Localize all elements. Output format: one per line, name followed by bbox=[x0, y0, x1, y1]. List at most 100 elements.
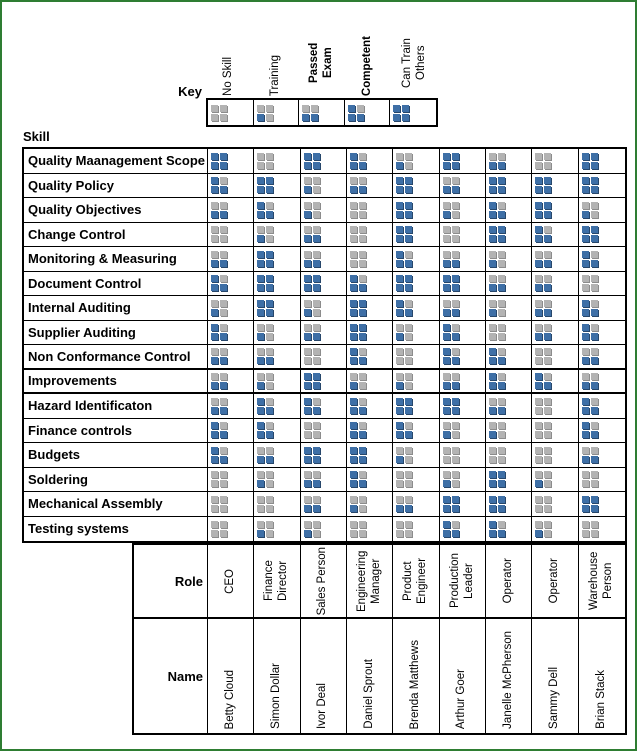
quadrant bbox=[405, 357, 413, 365]
quadrant bbox=[535, 226, 543, 234]
quadrant bbox=[488, 324, 496, 332]
quadrant bbox=[396, 210, 404, 218]
quadrant bbox=[544, 324, 552, 332]
quadrant bbox=[396, 235, 404, 243]
quadrant bbox=[497, 381, 505, 389]
skill-level-icon bbox=[211, 201, 227, 218]
quadrant bbox=[312, 308, 320, 316]
quadrant bbox=[497, 259, 505, 267]
quadrant bbox=[257, 397, 265, 405]
matrix-cell bbox=[208, 492, 255, 516]
quadrant bbox=[488, 161, 496, 169]
quadrant bbox=[544, 381, 552, 389]
skill-level-icon bbox=[535, 299, 552, 316]
matrix-cell bbox=[347, 149, 394, 173]
quadrant bbox=[257, 210, 265, 218]
quadrant bbox=[581, 455, 589, 463]
quadrant bbox=[396, 397, 404, 405]
quadrant bbox=[220, 422, 227, 430]
skill-level-icon bbox=[349, 250, 366, 267]
quadrant bbox=[544, 210, 552, 218]
quadrant bbox=[488, 446, 496, 454]
quadrant bbox=[581, 348, 589, 356]
quadrant bbox=[535, 259, 543, 267]
quadrant bbox=[396, 152, 404, 160]
skill-level-icon bbox=[396, 152, 413, 169]
key-level-label: Can Train Others bbox=[401, 38, 427, 88]
matrix-cell bbox=[301, 369, 347, 392]
quadrant bbox=[488, 201, 496, 209]
quadrant bbox=[358, 250, 366, 258]
quadrant bbox=[220, 324, 227, 332]
quadrant bbox=[358, 372, 366, 380]
skill-level-icon bbox=[303, 201, 320, 218]
skill-level-icon bbox=[581, 397, 598, 414]
quadrant bbox=[535, 480, 543, 488]
quadrant bbox=[405, 471, 413, 479]
skill-level-icon bbox=[396, 422, 413, 439]
matrix-cell bbox=[254, 271, 301, 295]
skill-level-icon bbox=[211, 471, 227, 488]
matrix-cell bbox=[440, 149, 486, 173]
matrix-cell bbox=[532, 418, 579, 442]
quadrant bbox=[488, 348, 496, 356]
quadrant bbox=[220, 226, 227, 234]
quadrant bbox=[451, 455, 459, 463]
quadrant bbox=[358, 381, 366, 389]
skill-level-icon bbox=[581, 177, 598, 194]
quadrant bbox=[266, 520, 274, 528]
skill-level-icon bbox=[349, 397, 366, 414]
quadrant bbox=[442, 520, 450, 528]
quadrant bbox=[303, 226, 311, 234]
name-cell: Sammy Dell bbox=[532, 619, 579, 733]
skill-label: Quality Policy bbox=[24, 173, 208, 197]
quadrant bbox=[581, 186, 589, 194]
quadrant bbox=[451, 397, 459, 405]
quadrant bbox=[257, 226, 265, 234]
quadrant bbox=[590, 324, 598, 332]
matrix-cell bbox=[254, 394, 301, 418]
quadrant bbox=[544, 357, 552, 365]
matrix-cell bbox=[347, 345, 394, 368]
quadrant bbox=[405, 333, 413, 341]
quadrant bbox=[442, 308, 450, 316]
quadrant bbox=[581, 299, 589, 307]
key-level-label: Passed Exam bbox=[308, 42, 334, 84]
quadrant bbox=[303, 406, 311, 414]
table-row: Soldering bbox=[24, 467, 625, 492]
quadrant bbox=[312, 333, 320, 341]
quadrant bbox=[442, 284, 450, 292]
quadrant bbox=[497, 333, 505, 341]
quadrant bbox=[211, 455, 218, 463]
skill-level-icon bbox=[396, 250, 413, 267]
quadrant bbox=[266, 152, 274, 160]
quadrant bbox=[442, 495, 450, 503]
quadrant bbox=[312, 177, 320, 185]
quadrant bbox=[488, 210, 496, 218]
quadrant bbox=[581, 324, 589, 332]
matrix-cell bbox=[208, 467, 255, 491]
matrix-cell bbox=[579, 149, 625, 173]
quadrant bbox=[451, 250, 459, 258]
quadrant bbox=[396, 520, 404, 528]
quadrant bbox=[303, 250, 311, 258]
skill-level-icon bbox=[581, 471, 598, 488]
quadrant bbox=[402, 113, 410, 121]
quadrant bbox=[358, 406, 366, 414]
quadrant bbox=[349, 284, 357, 292]
quadrant bbox=[349, 348, 357, 356]
quadrant bbox=[349, 397, 357, 405]
quadrant bbox=[442, 275, 450, 283]
quadrant bbox=[535, 455, 543, 463]
quadrant bbox=[358, 397, 366, 405]
table-row: Non Conformance Control bbox=[24, 345, 625, 370]
quadrant bbox=[358, 504, 366, 512]
quadrant bbox=[211, 480, 218, 488]
quadrant bbox=[535, 308, 543, 316]
quadrant bbox=[220, 431, 227, 439]
quadrant bbox=[442, 201, 450, 209]
quadrant bbox=[497, 357, 505, 365]
matrix-cell bbox=[532, 296, 579, 320]
quadrant bbox=[302, 113, 310, 121]
quadrant bbox=[211, 333, 218, 341]
